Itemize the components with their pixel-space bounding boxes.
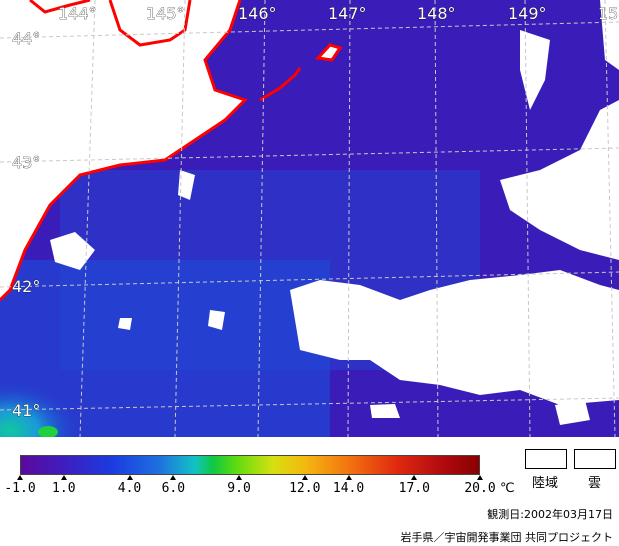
coastline xyxy=(0,0,248,302)
scale-tick xyxy=(170,475,177,480)
temperature-color-scale xyxy=(20,455,480,475)
hokkaido-land xyxy=(0,0,245,300)
island-shikotan xyxy=(314,43,343,62)
scale-tick-label: 9.0 xyxy=(227,481,251,496)
lon-label-144: 144° xyxy=(58,4,97,23)
lon-label-150: 15 xyxy=(598,4,618,23)
kunashiri-island xyxy=(259,67,302,102)
lon-label-149: 149° xyxy=(508,4,547,23)
scale-tick xyxy=(301,475,308,480)
scale-tick xyxy=(126,475,133,480)
cloud-cover xyxy=(50,0,619,425)
scale-tick-label: 12.0 xyxy=(289,481,321,496)
lat-label-43: 43° xyxy=(12,153,40,172)
warm-water-patch xyxy=(0,300,200,437)
scale-tick-label: 20.0 xyxy=(464,481,496,496)
hot-spot xyxy=(38,426,58,437)
scale-tick xyxy=(17,475,23,480)
scale-tick xyxy=(477,475,483,480)
scale-tick-label: 4.0 xyxy=(117,481,142,496)
scale-tick xyxy=(411,475,418,480)
graticule xyxy=(0,0,619,437)
land-legend-label: 陸域 xyxy=(532,476,559,491)
cloud-legend-swatch xyxy=(574,449,616,469)
scale-tick-label: 14.0 xyxy=(332,481,365,496)
scale-unit: ℃ xyxy=(500,481,515,496)
scale-tick-label: 1.0 xyxy=(52,481,76,496)
scale-tick-label: 17.0 xyxy=(398,481,430,496)
lon-label-148: 148° xyxy=(417,4,456,23)
observation-date: 観測日:2002年03月17日 xyxy=(487,508,613,521)
lon-label-145: 145° xyxy=(146,4,185,23)
credit-text: 岩手県／宇宙開発事業団 共同プロジェクト xyxy=(400,531,614,544)
scale-tick xyxy=(60,475,67,480)
scale-tick xyxy=(236,475,243,480)
lat-label-41: 41° xyxy=(12,401,40,420)
land-legend-swatch xyxy=(525,449,567,469)
scale-tick-label: -1.0 xyxy=(4,481,36,496)
lat-label-42: 42° xyxy=(12,277,40,296)
scale-tick xyxy=(345,475,352,480)
cloud-legend-label: 雲 xyxy=(588,476,602,491)
lat-label-44: 44° xyxy=(12,29,40,48)
lon-label-146: 146° xyxy=(238,4,277,23)
scale-tick-label: 6.0 xyxy=(161,481,186,496)
lon-label-147: 147° xyxy=(328,4,367,23)
sea-surface-temperature-map: 144° 145° 146° 147° 148° 149° 15 44° 43°… xyxy=(0,0,619,437)
